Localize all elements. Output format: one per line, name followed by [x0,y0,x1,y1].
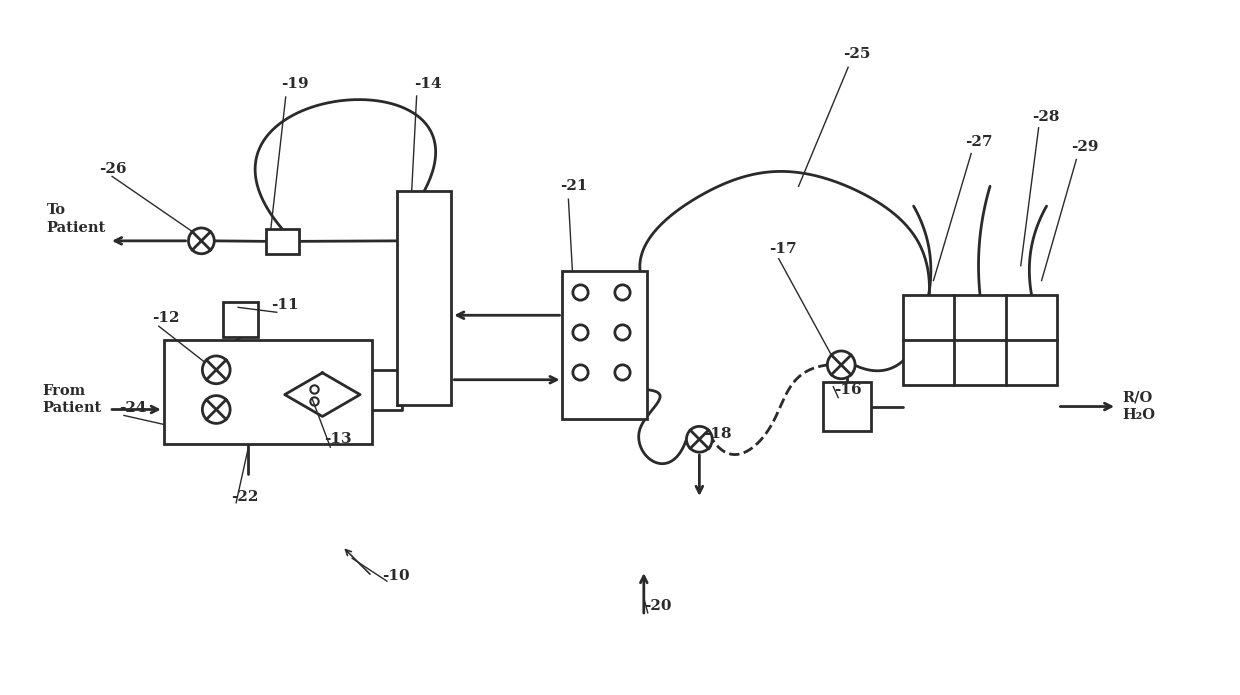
Bar [265,229,299,254]
Bar [223,302,258,337]
Text: -18: -18 [704,427,732,441]
Text: -20: -20 [644,599,671,613]
Bar [397,191,451,404]
Circle shape [188,228,215,254]
Text: -17: -17 [769,242,796,256]
Text: -28: -28 [1032,110,1059,124]
Text: -25: -25 [843,47,870,61]
Text: -12: -12 [151,311,180,325]
Text: -29: -29 [1071,140,1099,154]
Text: -14: -14 [414,77,441,91]
Bar [823,382,870,432]
Text: -19: -19 [280,77,309,91]
Text: -26: -26 [99,163,126,177]
Text: -21: -21 [560,179,588,193]
Text: -11: -11 [270,298,299,312]
Text: -10: -10 [382,569,409,583]
Text: From
Patient: From Patient [42,384,102,415]
Circle shape [202,395,231,423]
Text: To
Patient: To Patient [47,204,105,235]
Text: -13: -13 [325,432,352,446]
Circle shape [202,356,231,384]
Circle shape [827,351,856,379]
Bar [164,340,372,444]
Text: -27: -27 [965,135,993,149]
Text: -16: -16 [835,383,862,397]
Bar [903,295,1058,385]
Text: -24: -24 [119,400,146,414]
Text: -22: -22 [231,490,258,504]
Bar [563,270,647,419]
Text: R/O
H₂O: R/O H₂O [1122,391,1154,422]
Circle shape [687,426,712,452]
